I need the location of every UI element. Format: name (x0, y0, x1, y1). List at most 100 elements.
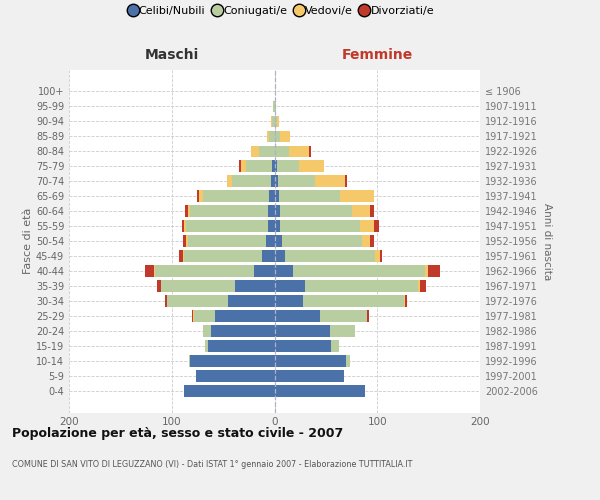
Bar (215, 310, 275, 322)
Bar (289, 146, 310, 157)
Bar (183, 250, 184, 262)
Bar (275, 266, 293, 277)
Bar (277, 116, 278, 127)
Bar (208, 340, 275, 352)
Bar (428, 266, 440, 277)
Bar (228, 296, 275, 307)
Bar (278, 190, 340, 202)
Bar (405, 296, 407, 307)
Bar (275, 250, 285, 262)
Bar (268, 206, 275, 217)
Bar (340, 190, 374, 202)
Bar (197, 190, 199, 202)
Bar (346, 356, 350, 367)
Bar (281, 236, 362, 247)
Bar (205, 340, 208, 352)
Bar (194, 310, 215, 322)
Bar (184, 385, 275, 397)
Bar (299, 160, 324, 172)
Bar (179, 250, 183, 262)
Bar (246, 160, 272, 172)
Bar (370, 236, 374, 247)
Legend: Celibi/Nubili, Coniugati/e, Vedovi/e, Divorziati/e: Celibi/Nubili, Coniugati/e, Vedovi/e, Di… (130, 6, 434, 16)
Bar (262, 250, 275, 262)
Bar (188, 236, 266, 247)
Bar (320, 310, 367, 322)
Bar (275, 190, 278, 202)
Bar (275, 176, 278, 187)
Bar (362, 236, 370, 247)
Bar (352, 206, 370, 217)
Bar (232, 176, 271, 187)
Bar (203, 190, 269, 202)
Y-axis label: Fasce di età: Fasce di età (23, 208, 33, 274)
Bar (275, 130, 280, 142)
Bar (193, 310, 194, 322)
Bar (189, 356, 190, 367)
Bar (269, 190, 275, 202)
Bar (293, 266, 425, 277)
Bar (275, 236, 281, 247)
Bar (303, 296, 404, 307)
Text: Popolazione per età, sesso e stato civile - 2007: Popolazione per età, sesso e stato civil… (12, 428, 343, 440)
Bar (239, 160, 241, 172)
Text: Maschi: Maschi (145, 48, 199, 62)
Bar (192, 310, 193, 322)
Bar (275, 296, 303, 307)
Bar (370, 206, 374, 217)
Bar (275, 220, 280, 232)
Bar (272, 160, 275, 172)
Bar (367, 310, 369, 322)
Bar (275, 116, 277, 127)
Y-axis label: Anni di nascita: Anni di nascita (542, 202, 552, 280)
Bar (305, 280, 418, 292)
Bar (190, 356, 275, 367)
Bar (184, 250, 262, 262)
Bar (235, 280, 275, 292)
Bar (375, 250, 380, 262)
Bar (184, 220, 186, 232)
Bar (188, 206, 190, 217)
Bar (275, 340, 331, 352)
Bar (185, 206, 188, 217)
Bar (157, 280, 161, 292)
Bar (268, 130, 269, 142)
Bar (275, 326, 330, 337)
Bar (271, 116, 272, 127)
Bar (186, 236, 188, 247)
Bar (310, 146, 311, 157)
Bar (425, 266, 428, 277)
Bar (254, 266, 275, 277)
Text: COMUNE DI SAN VITO DI LEGUZZANO (VI) - Dati ISTAT 1° gennaio 2007 - Elaborazione: COMUNE DI SAN VITO DI LEGUZZANO (VI) - D… (12, 460, 412, 469)
Bar (241, 160, 246, 172)
Bar (186, 220, 268, 232)
Bar (314, 176, 346, 187)
Bar (227, 176, 232, 187)
Bar (330, 326, 355, 337)
Bar (145, 266, 154, 277)
Bar (275, 160, 277, 172)
Bar (404, 296, 405, 307)
Bar (275, 385, 365, 397)
Bar (280, 130, 290, 142)
Bar (275, 146, 289, 157)
Bar (196, 370, 275, 382)
Bar (380, 250, 382, 262)
Bar (251, 146, 259, 157)
Text: Femmine: Femmine (341, 48, 413, 62)
Bar (275, 370, 344, 382)
Bar (167, 296, 228, 307)
Bar (280, 206, 352, 217)
Bar (182, 220, 184, 232)
Bar (331, 340, 339, 352)
Bar (155, 266, 254, 277)
Bar (421, 280, 425, 292)
Bar (285, 250, 375, 262)
Bar (272, 116, 275, 127)
Bar (374, 220, 379, 232)
Bar (199, 190, 203, 202)
Bar (275, 280, 305, 292)
Bar (280, 220, 360, 232)
Bar (275, 206, 280, 217)
Bar (266, 236, 275, 247)
